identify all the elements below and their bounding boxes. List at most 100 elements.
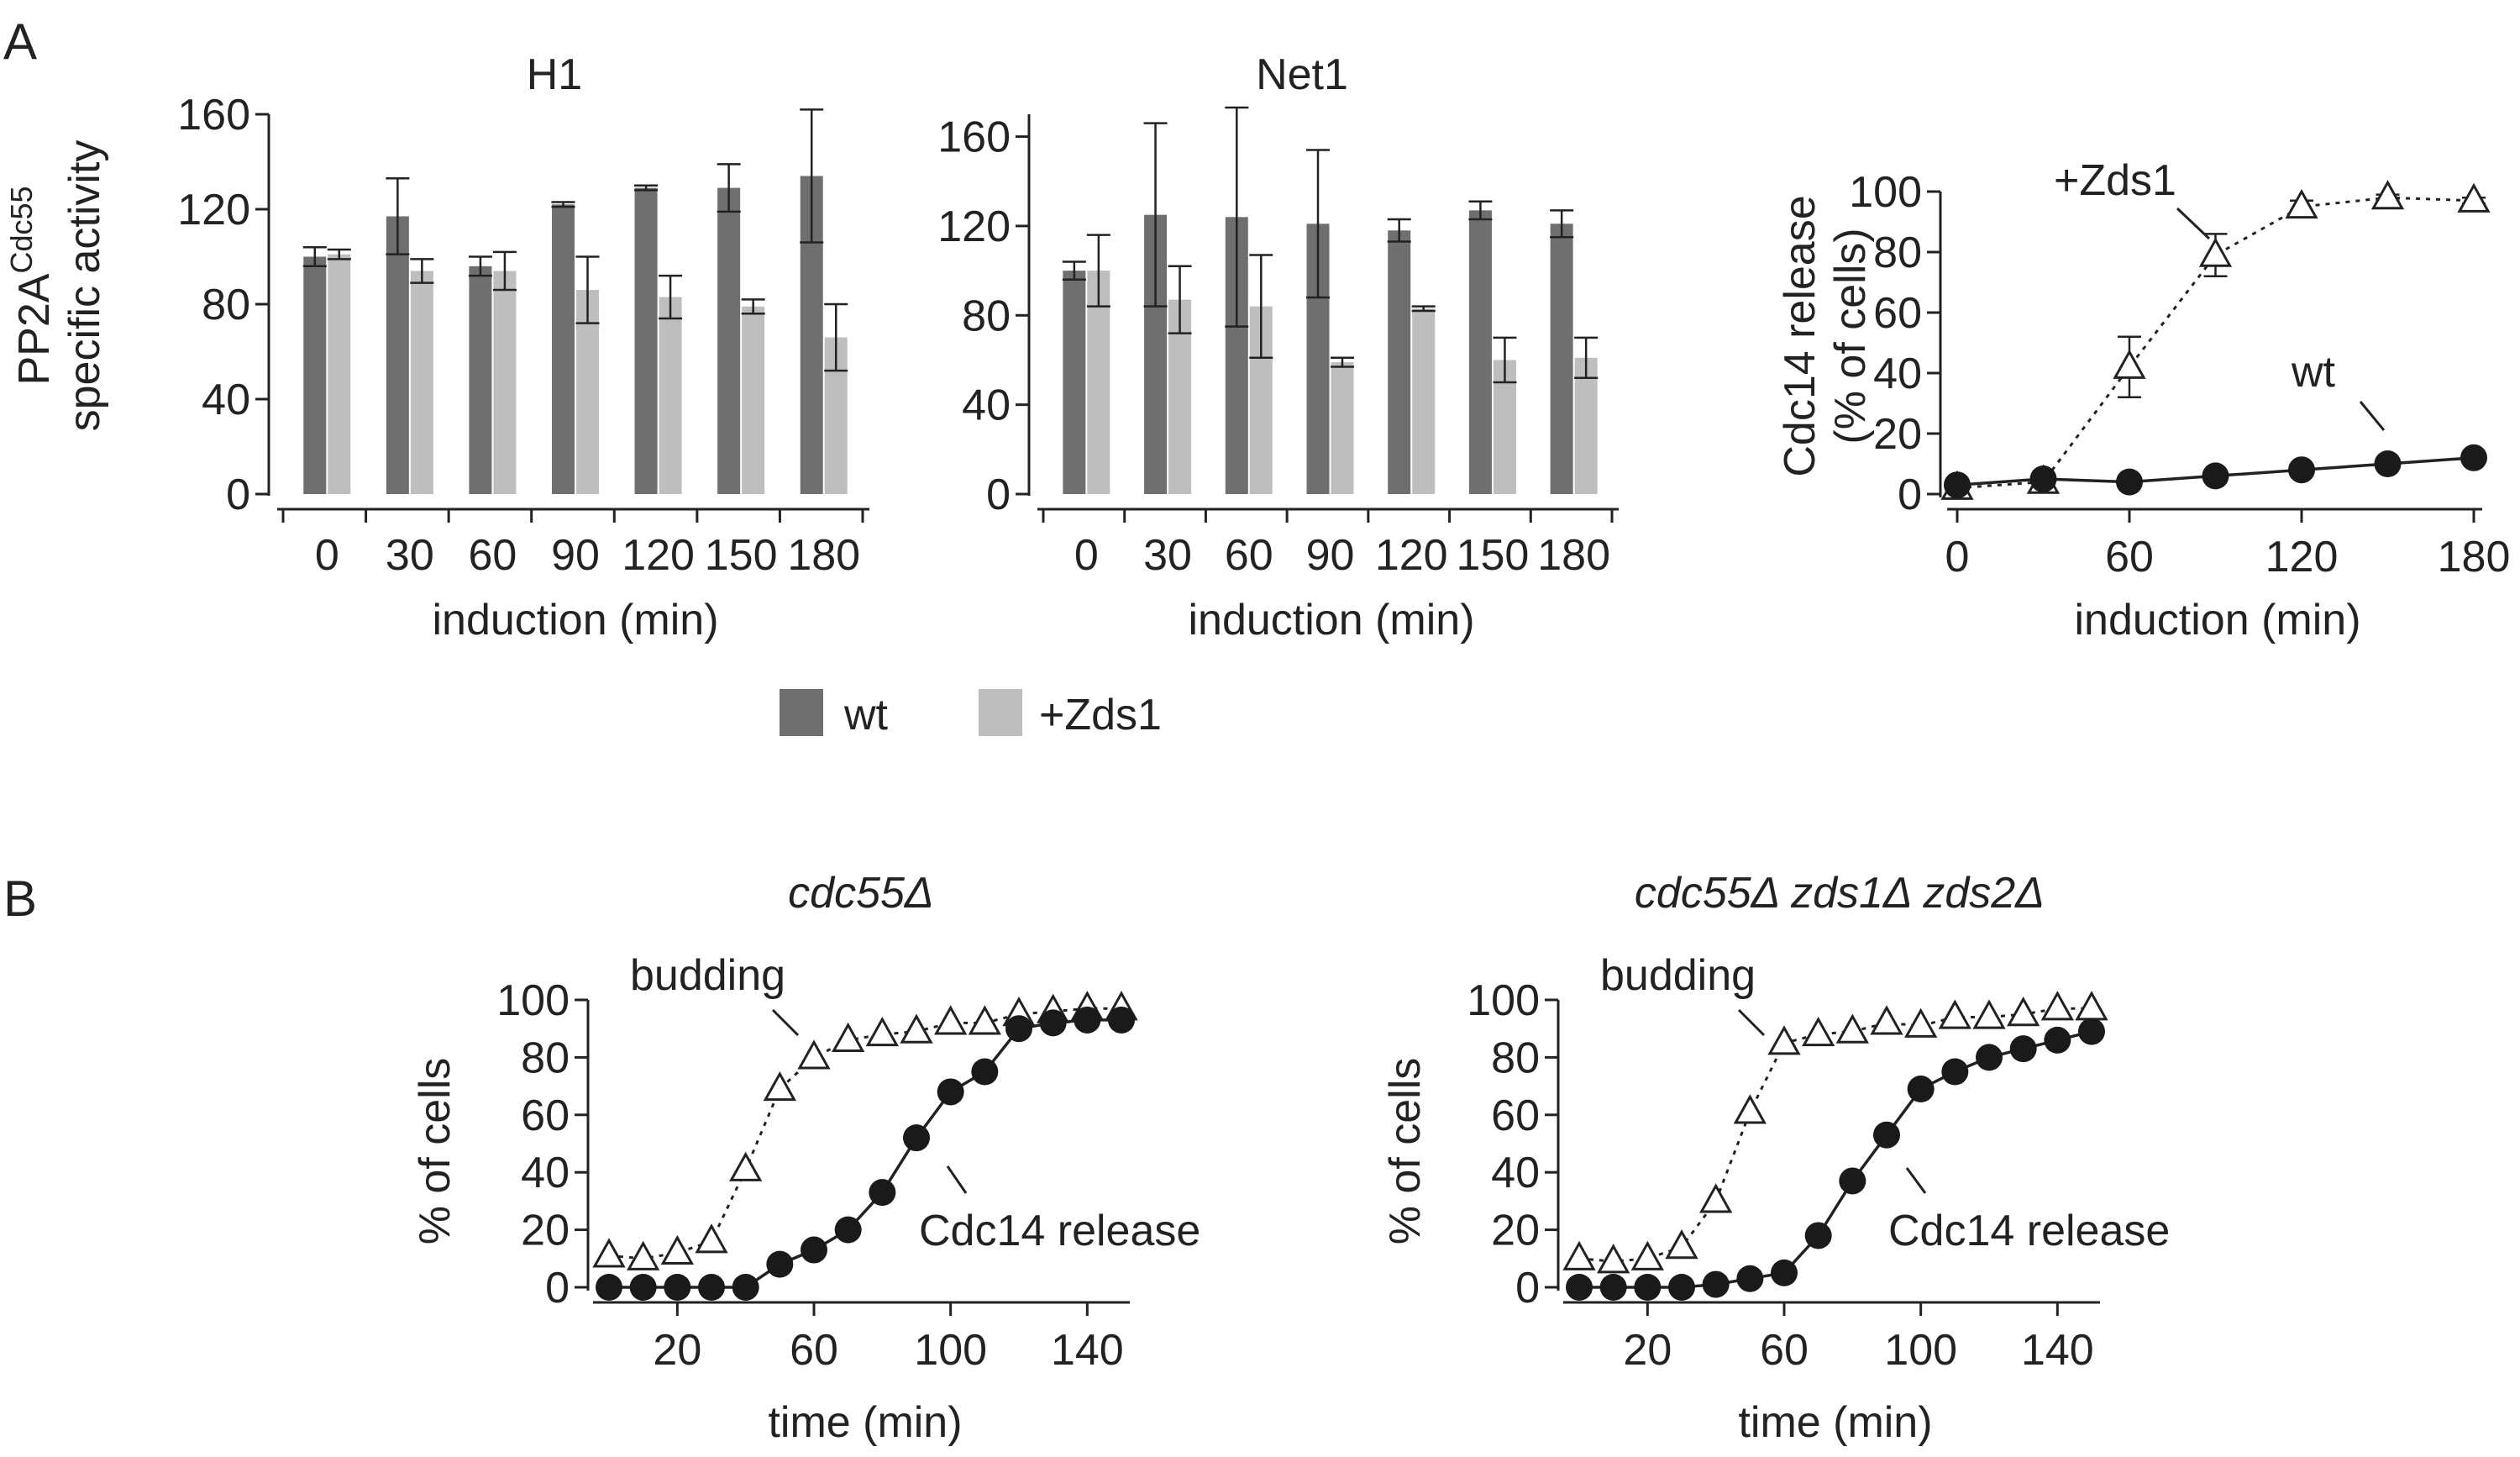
legend-swatch-zds1 xyxy=(979,689,1022,736)
c3-y-tick-label: 0 xyxy=(545,1264,570,1312)
c1-x-tick-label: 150 xyxy=(1457,531,1530,580)
c0-bar-wt xyxy=(552,204,575,494)
c4-marker-triangle xyxy=(1835,1013,1869,1044)
c2-marker-circle xyxy=(2288,456,2315,484)
c2-y-tick-label: 60 xyxy=(1873,289,1922,338)
c1-bar-wt xyxy=(1063,271,1086,494)
c0-y-tick-label: 40 xyxy=(202,376,250,424)
chart-h1-title: H1 xyxy=(527,50,582,99)
c3-y-tick-label: 60 xyxy=(521,1091,570,1140)
panel-label-a: A xyxy=(3,13,37,70)
c0-bar-wt xyxy=(634,187,658,494)
c2-marker-circle xyxy=(2029,466,2057,492)
c3-marker-circle xyxy=(801,1236,827,1264)
chart-cdc55-zds: cdc55Δ zds1Δ zds2Δ % of cells time (min)… xyxy=(1381,869,2170,1447)
c2-y-tick-label: 100 xyxy=(1849,168,1922,217)
c2-x-tick-label: 0 xyxy=(1945,533,1970,581)
chart-cdc55-marks: 0 20 40 60 80 100 20 60 100 140 xyxy=(496,976,1138,1375)
c3-y-tick-label: 40 xyxy=(521,1149,570,1197)
c3-marker-triangle xyxy=(729,1151,763,1181)
c3-marker-circle xyxy=(834,1216,862,1244)
chart-cdc55-zds-ylabel: % of cells xyxy=(1381,1058,1430,1245)
c1-x-tick-label: 30 xyxy=(1143,531,1192,580)
c2-marker-circle xyxy=(2374,450,2402,477)
c4-marker-circle xyxy=(1941,1058,1969,1086)
c0-bar-wt xyxy=(469,266,492,494)
c4-y-tick-label: 40 xyxy=(1491,1149,1540,1197)
c2-marker-triangle xyxy=(2285,188,2318,219)
c2-y-tick-label: 20 xyxy=(1873,410,1922,459)
c4-marker-triangle xyxy=(1562,1240,1596,1270)
c3-series-line xyxy=(609,1018,1121,1289)
c1-y-tick-label: 160 xyxy=(937,113,1011,162)
legend: wt +Zds1 xyxy=(780,689,1162,739)
chart-h1-ylabel-line1: PP2ACdc55 xyxy=(4,186,60,385)
c4-marker-circle xyxy=(1771,1259,1798,1286)
c0-x-tick-label: 60 xyxy=(469,531,517,580)
c3-marker-circle xyxy=(596,1274,622,1301)
c3-marker-circle xyxy=(937,1078,964,1106)
c2-marker-circle xyxy=(2116,468,2143,496)
chart-net1-xlabel: induction (min) xyxy=(1188,596,1474,644)
c3-marker-circle xyxy=(1108,1006,1135,1034)
c3-marker-circle xyxy=(1074,1006,1101,1034)
chart-h1-xlabel: induction (min) xyxy=(432,596,718,644)
c2-y-tick-label: 40 xyxy=(1873,350,1922,398)
annotation-cdc55-cdc14: Cdc14 release xyxy=(919,1207,1200,1255)
c3-marker-circle xyxy=(629,1274,657,1301)
c0-bar-zds1 xyxy=(742,306,765,494)
c1-bar-wt xyxy=(1550,224,1573,494)
c3-series-line xyxy=(608,1007,1121,1260)
c2-marker-triangle xyxy=(2198,237,2233,267)
c4-marker-triangle xyxy=(1904,1007,1938,1038)
c4-y-tick-label: 80 xyxy=(1491,1034,1540,1082)
c1-bar-zds1 xyxy=(1087,271,1110,494)
chart-net1-title: Net1 xyxy=(1256,50,1348,99)
c4-x-tick-label: 100 xyxy=(1884,1326,1957,1375)
c0-x-tick-label: 120 xyxy=(622,531,695,580)
c3-marker-circle xyxy=(903,1124,930,1152)
c4-y-tick-label: 0 xyxy=(1515,1264,1540,1312)
c4-marker-triangle xyxy=(1630,1240,1664,1270)
c4-y-tick-label: 20 xyxy=(1491,1207,1540,1255)
annotation-cdc55-zds-cdc14-leader xyxy=(1905,1167,1927,1194)
c3-marker-circle xyxy=(732,1274,759,1301)
c4-marker-triangle xyxy=(2007,997,2040,1027)
c1-y-tick-label: 120 xyxy=(937,203,1011,251)
panel-label-b: B xyxy=(3,871,37,927)
c4-marker-triangle xyxy=(1597,1244,1630,1274)
c4-marker-circle xyxy=(1702,1270,1730,1298)
annotation-cdc55-zds-cdc14: Cdc14 release xyxy=(1888,1207,2170,1255)
c2-x-tick-label: 180 xyxy=(2438,533,2511,581)
annotation-cdc55-zds-budding-leader xyxy=(1737,1008,1766,1037)
c3-y-tick-label: 20 xyxy=(521,1207,570,1255)
c3-marker-circle xyxy=(766,1250,794,1278)
c3-marker-circle xyxy=(869,1179,896,1207)
c0-x-tick-label: 90 xyxy=(551,531,600,580)
c2-marker-circle xyxy=(1944,471,1971,499)
c1-x-tick-label: 180 xyxy=(1537,531,1610,580)
chart-cdc55-zds-marks: 0 20 40 60 80 100 20 60 100 140 xyxy=(1467,976,2108,1375)
c3-marker-triangle xyxy=(660,1234,694,1265)
c1-x-tick-label: 0 xyxy=(1074,531,1099,580)
c3-marker-circle xyxy=(664,1274,691,1301)
c3-marker-triangle xyxy=(865,1016,899,1047)
c1-x-tick-label: 60 xyxy=(1225,531,1273,580)
c4-x-tick-label: 20 xyxy=(1623,1326,1672,1375)
c0-x-tick-label: 180 xyxy=(787,531,860,580)
c2-x-tick-label: 60 xyxy=(2105,533,2154,581)
c2-marker-triangle xyxy=(2370,180,2405,210)
c0-bar-wt xyxy=(303,256,327,494)
c1-bar-zds1 xyxy=(1574,357,1598,494)
c4-marker-circle xyxy=(2009,1035,2037,1063)
c4-marker-circle xyxy=(1736,1265,1764,1292)
chart-cdc14-ylabel-line2: (% of cells) xyxy=(1826,228,1875,444)
c3-marker-circle xyxy=(971,1058,999,1086)
c4-marker-circle xyxy=(1668,1274,1695,1301)
legend-label-zds1: +Zds1 xyxy=(1039,691,1162,739)
annotation-cdc55-cdc14-leader xyxy=(946,1165,968,1194)
c3-marker-triangle xyxy=(832,1022,865,1052)
c3-marker-triangle xyxy=(900,1013,933,1044)
